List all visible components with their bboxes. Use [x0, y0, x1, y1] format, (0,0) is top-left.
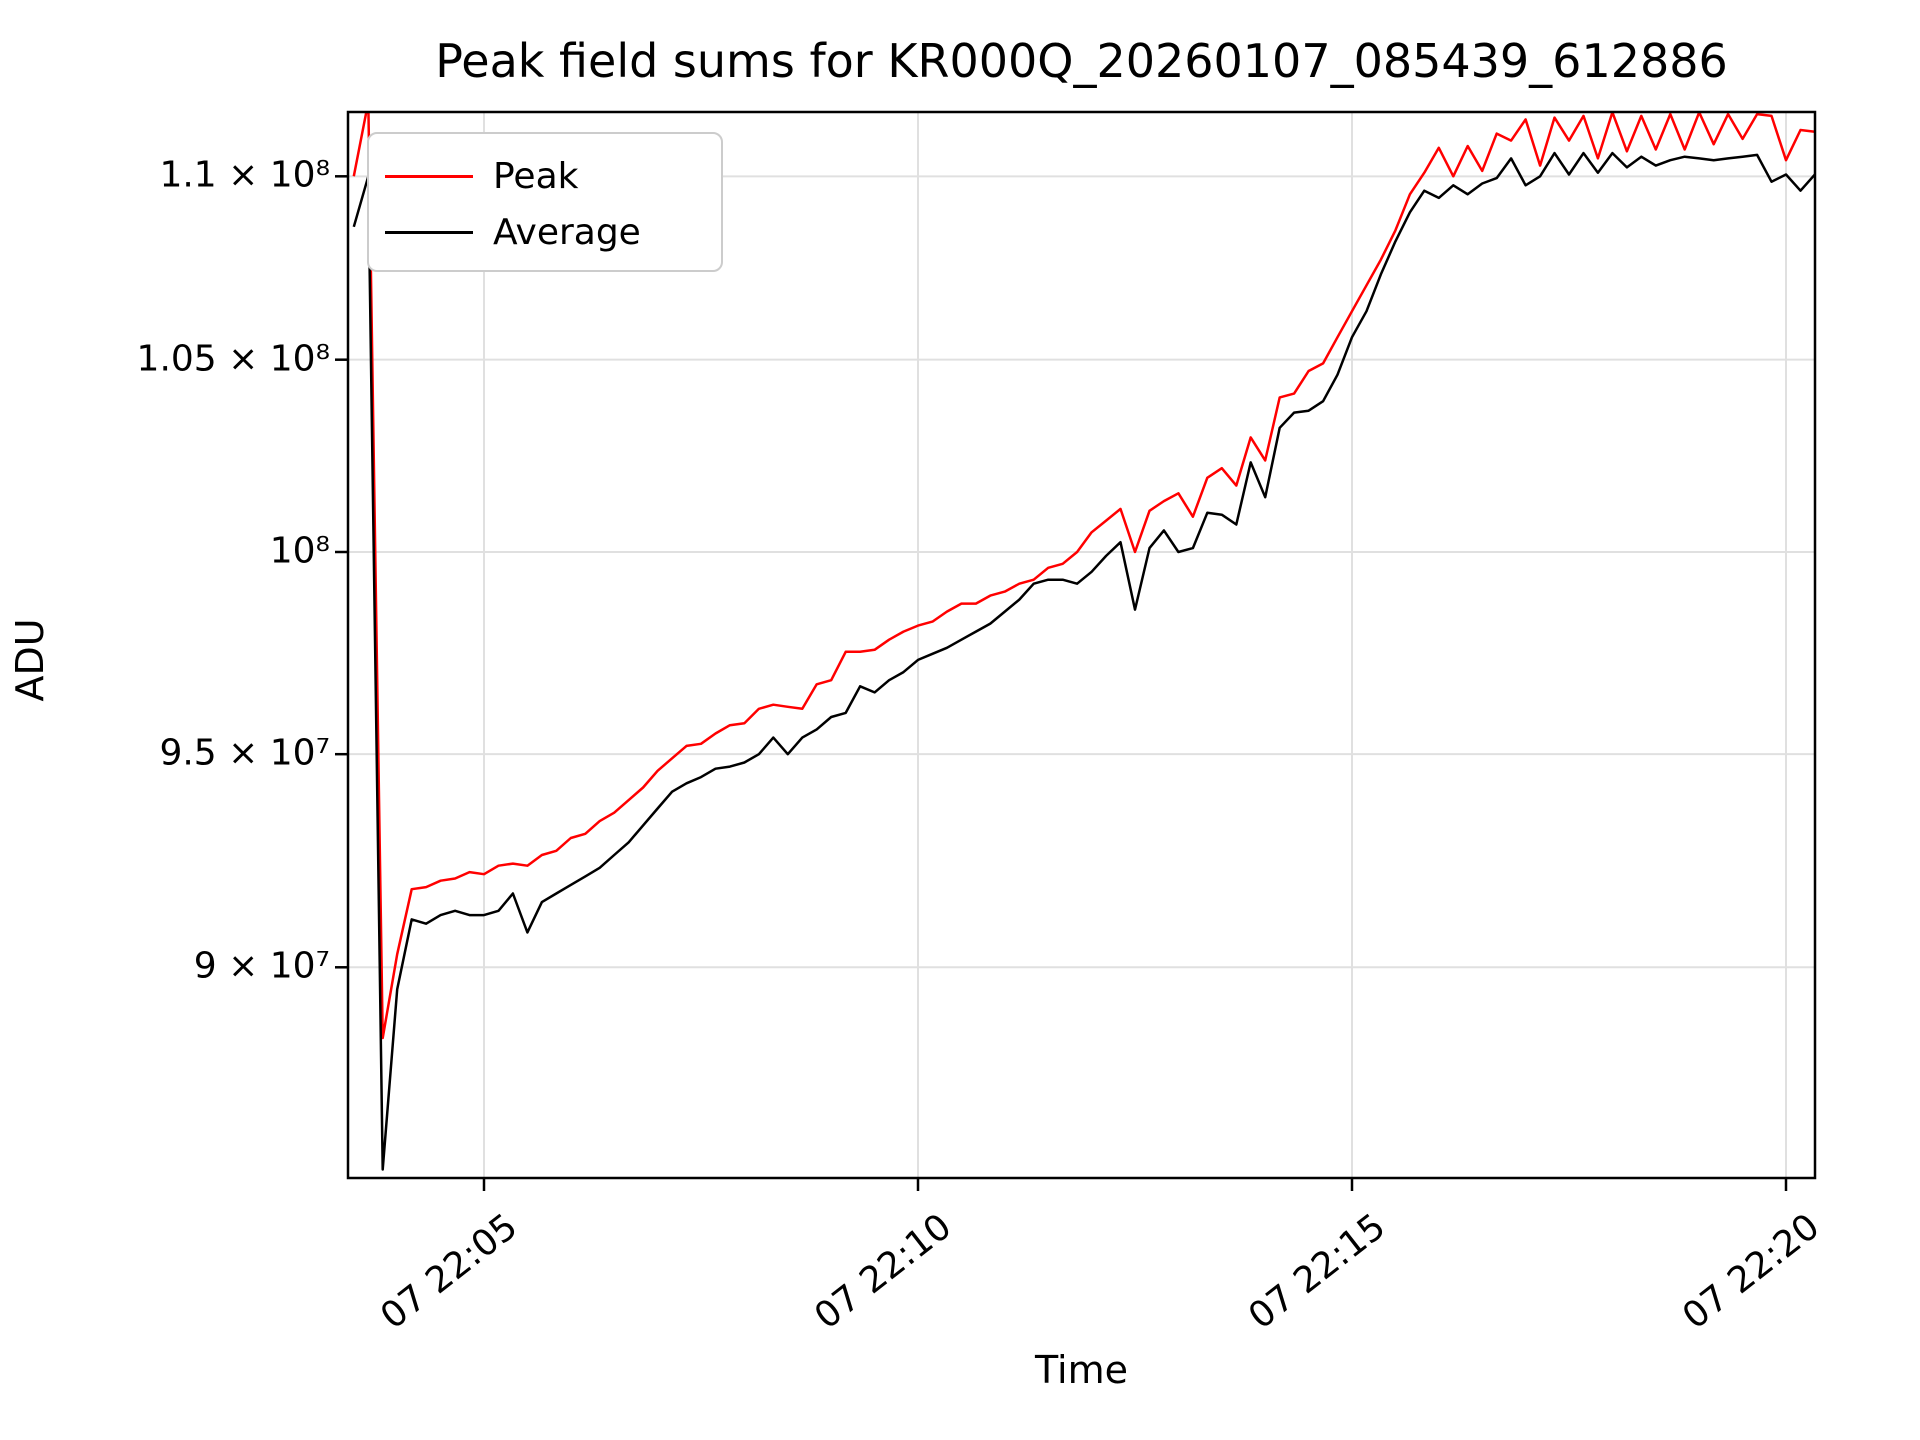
- legend: Peak Average: [367, 132, 723, 272]
- plot-border: [346, 110, 1817, 1180]
- y-tick-label: 9.5 × 10⁷: [159, 732, 330, 774]
- legend-entry-peak: Peak: [385, 148, 721, 204]
- y-tick-label: 9 × 10⁷: [193, 945, 330, 987]
- average-line: [352, 151, 1815, 1171]
- peak-line-swatch: [385, 174, 473, 178]
- y-tick-label: 1.1 × 10⁸: [159, 154, 330, 196]
- y-tick-label: 10⁸: [269, 530, 330, 572]
- legend-label-peak: Peak: [493, 155, 579, 197]
- legend-label-average: Average: [493, 211, 641, 253]
- average-line-swatch: [385, 230, 473, 234]
- legend-entry-average: Average: [385, 204, 721, 260]
- y-axis-label: ADU: [8, 618, 52, 702]
- peak-line: [352, 112, 1815, 1040]
- x-axis-label: Time: [1035, 1348, 1128, 1392]
- y-tick-label: 1.05 × 10⁸: [136, 338, 330, 380]
- chart-title: Peak field sums for KR000Q_20260107_0854…: [435, 34, 1728, 88]
